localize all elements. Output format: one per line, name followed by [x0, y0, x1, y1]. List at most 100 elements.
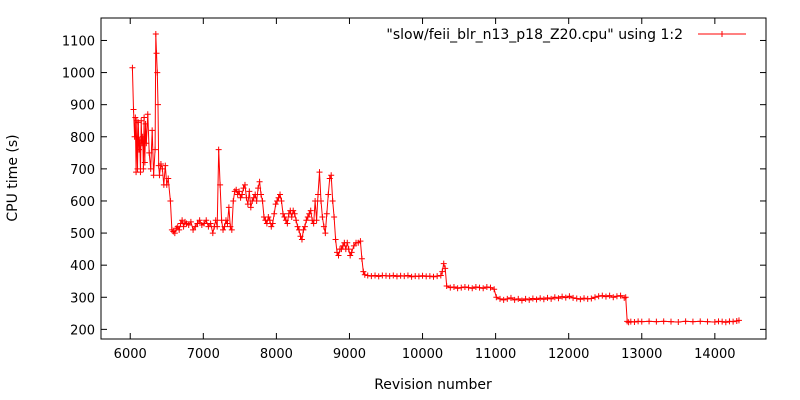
data-point [704, 318, 711, 325]
data-point [559, 293, 566, 300]
data-point [518, 297, 525, 304]
data-point [237, 194, 244, 201]
data-point [469, 285, 476, 292]
data-point [573, 295, 580, 302]
data-point [483, 283, 490, 290]
data-point [348, 249, 355, 256]
data-point [390, 272, 397, 279]
data-point [284, 220, 291, 227]
data-point [281, 214, 288, 221]
data-point [209, 230, 216, 237]
data-point [221, 223, 228, 230]
data-point [329, 197, 336, 204]
data-point [331, 214, 338, 221]
legend-label: "slow/feii_blr_n13_p18_Z20.cpu" using 1:… [386, 27, 683, 43]
data-point [272, 201, 279, 208]
data-point [476, 284, 483, 291]
data-point [360, 268, 367, 275]
data-point [154, 69, 161, 76]
y-tick-label: 800 [70, 131, 95, 146]
data-point [192, 223, 199, 230]
data-point [588, 295, 595, 302]
data-point [515, 295, 522, 302]
x-tick-label: 9000 [333, 347, 366, 362]
data-point [137, 169, 144, 176]
data-point [212, 217, 219, 224]
data-point [357, 238, 364, 245]
data-point [250, 194, 257, 201]
data-point [256, 178, 263, 185]
data-point [152, 31, 159, 38]
data-point [247, 204, 254, 211]
data-point [165, 175, 172, 182]
data-point [259, 197, 266, 204]
data-point [239, 191, 246, 198]
data-point [447, 284, 454, 291]
data-point [345, 246, 352, 253]
data-point [443, 283, 450, 290]
data-point [313, 217, 320, 224]
data-point [253, 197, 260, 204]
y-tick-label: 1100 [62, 34, 95, 49]
data-point [293, 217, 300, 224]
data-point [142, 120, 149, 127]
data-point [252, 191, 259, 198]
data-point [157, 161, 164, 168]
data-point [522, 295, 529, 302]
series-line [131, 34, 740, 323]
data-point [129, 64, 136, 71]
data-point [258, 191, 265, 198]
data-point [263, 220, 270, 227]
x-tick-label: 14000 [694, 347, 735, 362]
data-point [675, 318, 682, 325]
data-point [138, 117, 145, 124]
data-point [472, 283, 479, 290]
data-point [719, 318, 726, 325]
data-point [347, 252, 354, 259]
data-point [401, 273, 408, 280]
data-point [240, 185, 247, 192]
data-point [277, 191, 284, 198]
data-point [592, 294, 598, 301]
y-tick-label: 500 [70, 227, 95, 242]
data-point [139, 133, 146, 140]
data-point [319, 214, 326, 221]
data-point [529, 295, 536, 302]
y-tick-label: 300 [70, 291, 95, 306]
data-point [500, 296, 507, 303]
data-point [439, 268, 446, 275]
data-point [265, 214, 272, 221]
data-point [134, 165, 141, 172]
y-tick-label: 200 [70, 323, 95, 338]
data-point [335, 252, 342, 259]
data-point [269, 220, 276, 227]
legend: "slow/feii_blr_n13_p18_Z20.cpu" using 1:… [386, 27, 746, 43]
data-point [243, 194, 250, 201]
data-point [176, 226, 183, 233]
data-point [306, 210, 313, 217]
data-point [697, 318, 704, 325]
data-point [224, 220, 231, 227]
x-tick-label: 7000 [187, 347, 220, 362]
data-point [393, 273, 400, 280]
data-point [143, 140, 150, 147]
plot-frame [100, 17, 767, 340]
data-point [638, 318, 645, 325]
x-axis-label: Revision number [374, 377, 492, 393]
data-point [682, 318, 689, 325]
data-point [328, 172, 335, 179]
data-point [304, 214, 311, 221]
data-point [668, 318, 674, 325]
data-point [372, 272, 379, 279]
data-point [350, 242, 357, 249]
data-point [312, 197, 319, 204]
x-axis: 6000 7000 8000 9000 10000 11000 12000 13000 1400… [114, 18, 736, 362]
data-point [155, 101, 161, 108]
legend-sample-line [698, 31, 746, 37]
data-point [144, 111, 151, 118]
data-point [266, 217, 273, 224]
data-point [320, 223, 327, 230]
data-point [163, 181, 170, 188]
data-point [214, 223, 221, 230]
